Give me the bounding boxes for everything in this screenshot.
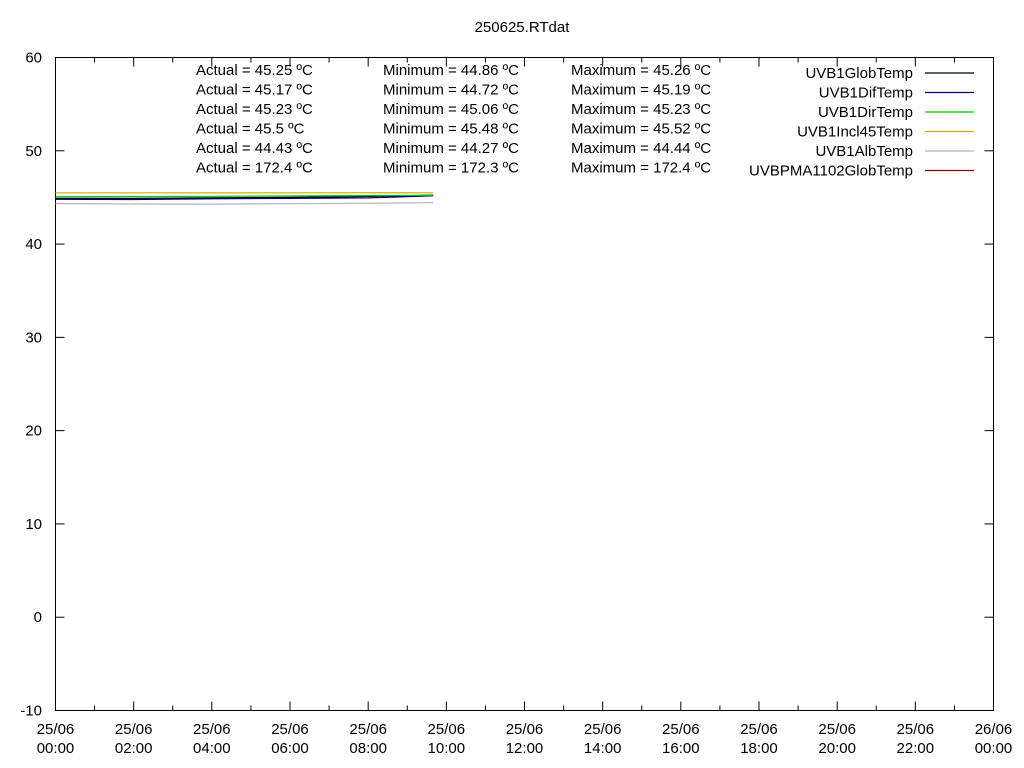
x-tick-label-date: 26/06 — [975, 721, 1013, 738]
stat-minimum: Minimum = 45.06 ºC — [383, 101, 519, 118]
x-tick-label-time: 16:00 — [662, 740, 700, 757]
stat-minimum: Minimum = 44.72 ºC — [383, 82, 519, 99]
stat-actual: Actual = 44.43 ºC — [196, 140, 313, 157]
stat-maximum: Maximum = 172.4 ºC — [571, 160, 711, 177]
y-axis: -10 0 10 20 30 40 50 60 — [20, 50, 994, 720]
y-tick-label: 10 — [25, 516, 42, 533]
stat-minimum: Minimum = 44.27 ºC — [383, 140, 519, 157]
y-tick-label: -10 — [20, 703, 42, 720]
stat-maximum: Maximum = 44.44 ºC — [571, 140, 711, 157]
chart-title: 250625.RTdat — [475, 19, 571, 36]
x-tick-label-date: 25/06 — [193, 721, 231, 738]
legend: UVB1GlobTemp UVB1DifTemp UVB1DirTemp UVB1In… — [749, 65, 974, 180]
x-tick-label-time: 02:00 — [115, 740, 153, 757]
x-tick-label-time: 18:00 — [740, 740, 778, 757]
x-tick-label-time: 00:00 — [975, 740, 1013, 757]
y-tick-label: 50 — [25, 143, 42, 160]
series-lines — [55, 192, 434, 205]
y-tick-label: 30 — [25, 329, 42, 346]
stat-actual: Actual = 45.5 ºC — [196, 121, 305, 138]
y-tick-label: 0 — [34, 609, 42, 626]
y-tick-label: 20 — [25, 423, 42, 440]
stat-actual: Actual = 172.4 ºC — [196, 160, 313, 177]
stat-actual: Actual = 45.23 ºC — [196, 101, 313, 118]
stat-minimum: Minimum = 44.86 ºC — [383, 62, 519, 79]
stat-minimum: Minimum = 45.48 ºC — [383, 121, 519, 138]
x-tick-label-time: 04:00 — [193, 740, 231, 757]
x-tick-label-time: 10:00 — [428, 740, 466, 757]
legend-label: UVB1DifTemp — [819, 85, 913, 102]
x-tick-label-time: 08:00 — [349, 740, 387, 757]
legend-label: UVB1AlbTemp — [815, 143, 913, 160]
legend-label: UVB1GlobTemp — [805, 65, 913, 82]
x-tick-label-time: 06:00 — [271, 740, 309, 757]
stat-actual: Actual = 45.25 ºC — [196, 62, 313, 79]
x-tick-label-time: 12:00 — [506, 740, 544, 757]
x-tick-label-date: 25/06 — [271, 721, 309, 738]
legend-label: UVBPMA1102GlobTemp — [749, 163, 913, 180]
x-tick-label-date: 25/06 — [349, 721, 387, 738]
series-line-UVB1AlbTemp — [55, 202, 434, 205]
x-tick-label-date: 25/06 — [115, 721, 153, 738]
y-tick-label: 60 — [25, 50, 42, 67]
legend-label: UVB1DirTemp — [818, 104, 913, 121]
x-tick-label-time: 14:00 — [584, 740, 622, 757]
x-tick-label-date: 25/06 — [818, 721, 856, 738]
stat-maximum: Maximum = 45.19 ºC — [571, 82, 711, 99]
legend-label: UVB1Incl45Temp — [797, 124, 913, 141]
stat-maximum: Maximum = 45.26 ºC — [571, 62, 711, 79]
x-tick-label-time: 22:00 — [897, 740, 935, 757]
x-tick-label-date: 25/06 — [506, 721, 544, 738]
x-tick-label-date: 25/06 — [662, 721, 700, 738]
x-tick-label-time: 20:00 — [818, 740, 856, 757]
series-line-UVB1DifTemp — [55, 195, 434, 201]
stat-actual: Actual = 45.17 ºC — [196, 82, 313, 99]
x-tick-label-time: 00:00 — [37, 740, 75, 757]
series-line-UVB1GlobTemp — [55, 194, 434, 199]
stat-maximum: Maximum = 45.52 ºC — [571, 121, 711, 138]
stats-table: Actual = 45.25 ºC Minimum = 44.86 ºC Maxim… — [196, 62, 711, 177]
x-tick-label-date: 25/06 — [584, 721, 622, 738]
stat-maximum: Maximum = 45.23 ºC — [571, 101, 711, 118]
stat-minimum: Minimum = 172.3 ºC — [383, 160, 519, 177]
x-tick-label-date: 25/06 — [37, 721, 75, 738]
x-tick-label-date: 25/06 — [428, 721, 466, 738]
y-tick-label: 40 — [25, 236, 42, 253]
x-axis: 25/06 00:00 25/06 02:00 25/06 04:00 25/06 06:00… — [37, 57, 1013, 757]
x-tick-label-date: 25/06 — [897, 721, 935, 738]
series-line-UVB1DirTemp — [55, 194, 434, 198]
x-tick-label-date: 25/06 — [740, 721, 778, 738]
